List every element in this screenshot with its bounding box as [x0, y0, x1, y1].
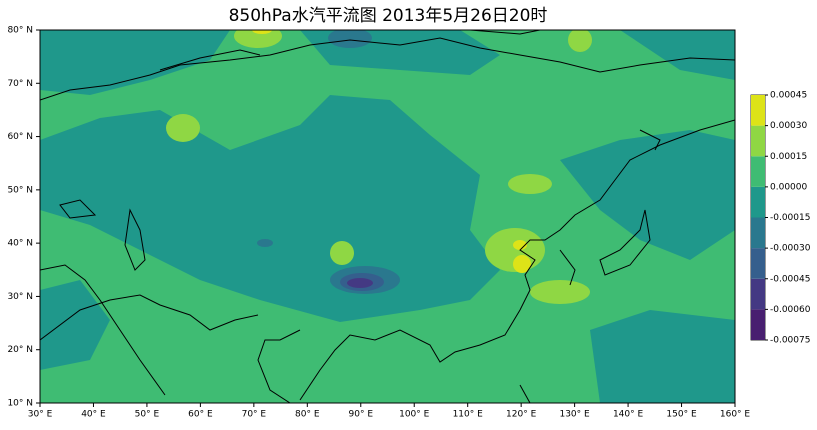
colorbar-band [751, 95, 765, 126]
x-tick-label: 50° E [135, 410, 160, 420]
colorbar-band [751, 156, 765, 187]
colorbar-tick-label: 0.00030 [770, 121, 807, 131]
y-tick-label: 60° N [7, 132, 33, 142]
contour-field [40, 30, 735, 403]
colorbar-tick-label: -0.00045 [770, 274, 810, 284]
colorbar-band [751, 309, 765, 340]
colorbar-tick-label: 0.00045 [770, 91, 807, 101]
x-tick-label: 60° E [188, 410, 213, 420]
colorbar-tick-label: -0.00030 [770, 244, 811, 254]
x-tick-label: 70° E [242, 410, 267, 420]
colorbar-tick-label: -0.00075 [770, 336, 810, 346]
x-tick-label: 130° E [559, 410, 590, 420]
y-tick-label: 40° N [7, 239, 33, 249]
coastlines [40, 30, 735, 403]
x-tick-label: 160° E [720, 410, 751, 420]
x-tick-label: 110° E [453, 410, 484, 420]
x-tick-label: 120° E [506, 410, 537, 420]
colorbar-band [751, 217, 765, 249]
x-tick-label: 140° E [613, 410, 644, 420]
y-tick-label: 20° N [7, 345, 33, 355]
colorbar-tick-label: 0.00000 [770, 182, 807, 192]
colorbar-tick-label: -0.00015 [770, 213, 810, 223]
colorbar-tick-label: -0.00060 [770, 305, 811, 315]
colorbar-band [751, 278, 765, 310]
colorbar-band [751, 248, 765, 279]
x-tick-label: 100° E [399, 410, 430, 420]
chart-title: 850hPa水汽平流图 2013年5月26日20时 [229, 6, 548, 26]
x-tick-label: 90° E [349, 410, 374, 420]
map-frame [39, 29, 736, 404]
x-tick-label: 40° E [81, 410, 106, 420]
x-tick-label: 80° E [295, 410, 320, 420]
colorbar-band [751, 125, 765, 157]
colorbar-band [751, 186, 765, 218]
y-tick-label: 80° N [7, 26, 33, 36]
x-tick-label: 30° E [28, 410, 53, 420]
y-tick-label: 70° N [7, 79, 33, 89]
y-tick-label: 50° N [7, 185, 33, 195]
x-tick-label: 150° E [666, 410, 697, 420]
y-tick-label: 10° N [7, 399, 33, 409]
colorbar-tick-label: 0.00015 [770, 152, 807, 162]
y-tick-label: 30° N [7, 292, 33, 302]
